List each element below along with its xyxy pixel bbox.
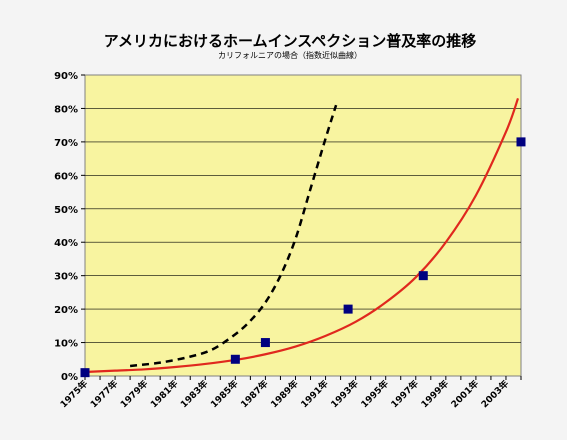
data-point-marker xyxy=(418,271,428,281)
series-layer xyxy=(80,98,526,378)
data-point-marker xyxy=(260,338,270,348)
x-tick-label: 1987年 xyxy=(238,378,271,411)
y-tick-label: 90% xyxy=(54,71,78,82)
data-point-marker xyxy=(343,304,353,314)
y-tick-label: 50% xyxy=(54,205,78,216)
x-tick-label: 1979年 xyxy=(118,378,151,411)
y-tick-label: 80% xyxy=(54,104,78,115)
x-tick-label: 1983年 xyxy=(178,378,211,411)
x-tick-label: 1977年 xyxy=(88,378,121,411)
grid-lines xyxy=(85,108,521,343)
x-tick-label: 2001年 xyxy=(448,378,481,411)
x-tick-label: 1981年 xyxy=(148,378,181,411)
x-tick-label: 1993年 xyxy=(328,378,361,411)
y-tick-label: 40% xyxy=(54,238,78,249)
x-tick-label: 1989年 xyxy=(268,378,301,411)
chart-title: アメリカにおけるホームインスペクション普及率の推移 xyxy=(104,32,476,50)
y-tick-label: 10% xyxy=(54,339,78,350)
x-axis-ticks: 1975年1977年1979年1981年1983年1985年1987年1989年… xyxy=(58,376,522,411)
y-tick-label: 70% xyxy=(54,138,78,149)
y-axis-ticks: 0% 10% 20% 30% 40% 50% 60% 70% 80% 90% xyxy=(54,71,85,383)
plot-area xyxy=(84,74,522,377)
solid-trend-line xyxy=(84,98,520,374)
y-tick-label: 20% xyxy=(54,305,78,316)
x-tick-label: 1995年 xyxy=(358,378,391,411)
x-tick-label: 1985年 xyxy=(208,378,241,411)
y-tick-label: 0% xyxy=(61,372,78,383)
data-point-marker xyxy=(516,137,526,147)
x-tick-label: 1999年 xyxy=(418,378,451,411)
y-tick-label: 60% xyxy=(54,171,78,182)
x-tick-label: 2003年 xyxy=(479,378,512,411)
y-tick-label: 30% xyxy=(54,272,78,283)
x-tick-label: 1997年 xyxy=(388,378,421,411)
data-point-marker xyxy=(80,368,90,378)
x-tick-label: 1991年 xyxy=(298,378,331,411)
data-point-marker xyxy=(230,354,240,364)
chart-subtitle: カリフォルニアの場合（指数近似曲線） xyxy=(218,50,362,60)
